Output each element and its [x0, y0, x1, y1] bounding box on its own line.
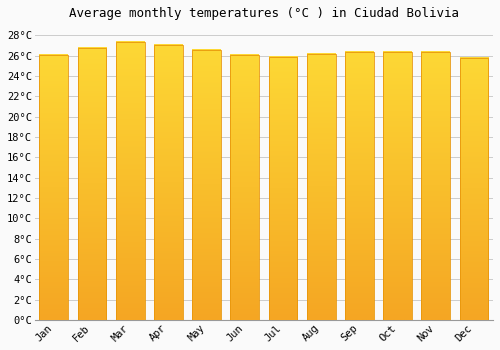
Title: Average monthly temperatures (°C ) in Ciudad Bolivia: Average monthly temperatures (°C ) in Ci…	[69, 7, 459, 20]
Bar	[460, 58, 488, 320]
Bar	[116, 42, 144, 320]
Bar	[230, 55, 259, 320]
Bar	[78, 48, 106, 320]
Bar	[154, 44, 182, 320]
Bar	[268, 57, 298, 320]
Bar	[307, 54, 336, 320]
Bar	[192, 50, 221, 320]
Bar	[40, 55, 68, 320]
Bar	[422, 52, 450, 320]
Bar	[345, 52, 374, 320]
Bar	[383, 52, 412, 320]
